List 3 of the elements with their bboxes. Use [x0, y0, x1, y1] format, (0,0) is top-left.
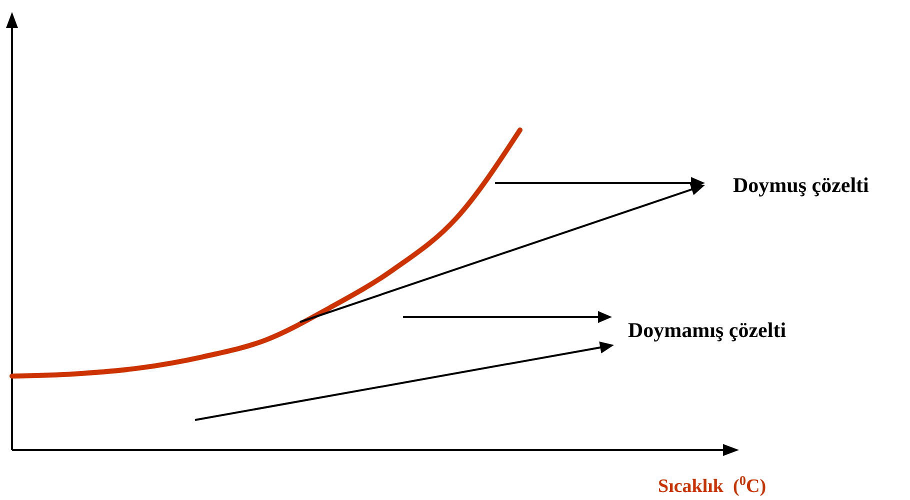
text: Sıcaklık ($^{0}$C) — [658, 472, 766, 497]
text: Doymamış çözelti — [628, 318, 786, 342]
text: Doymuş çözelti — [733, 173, 870, 197]
